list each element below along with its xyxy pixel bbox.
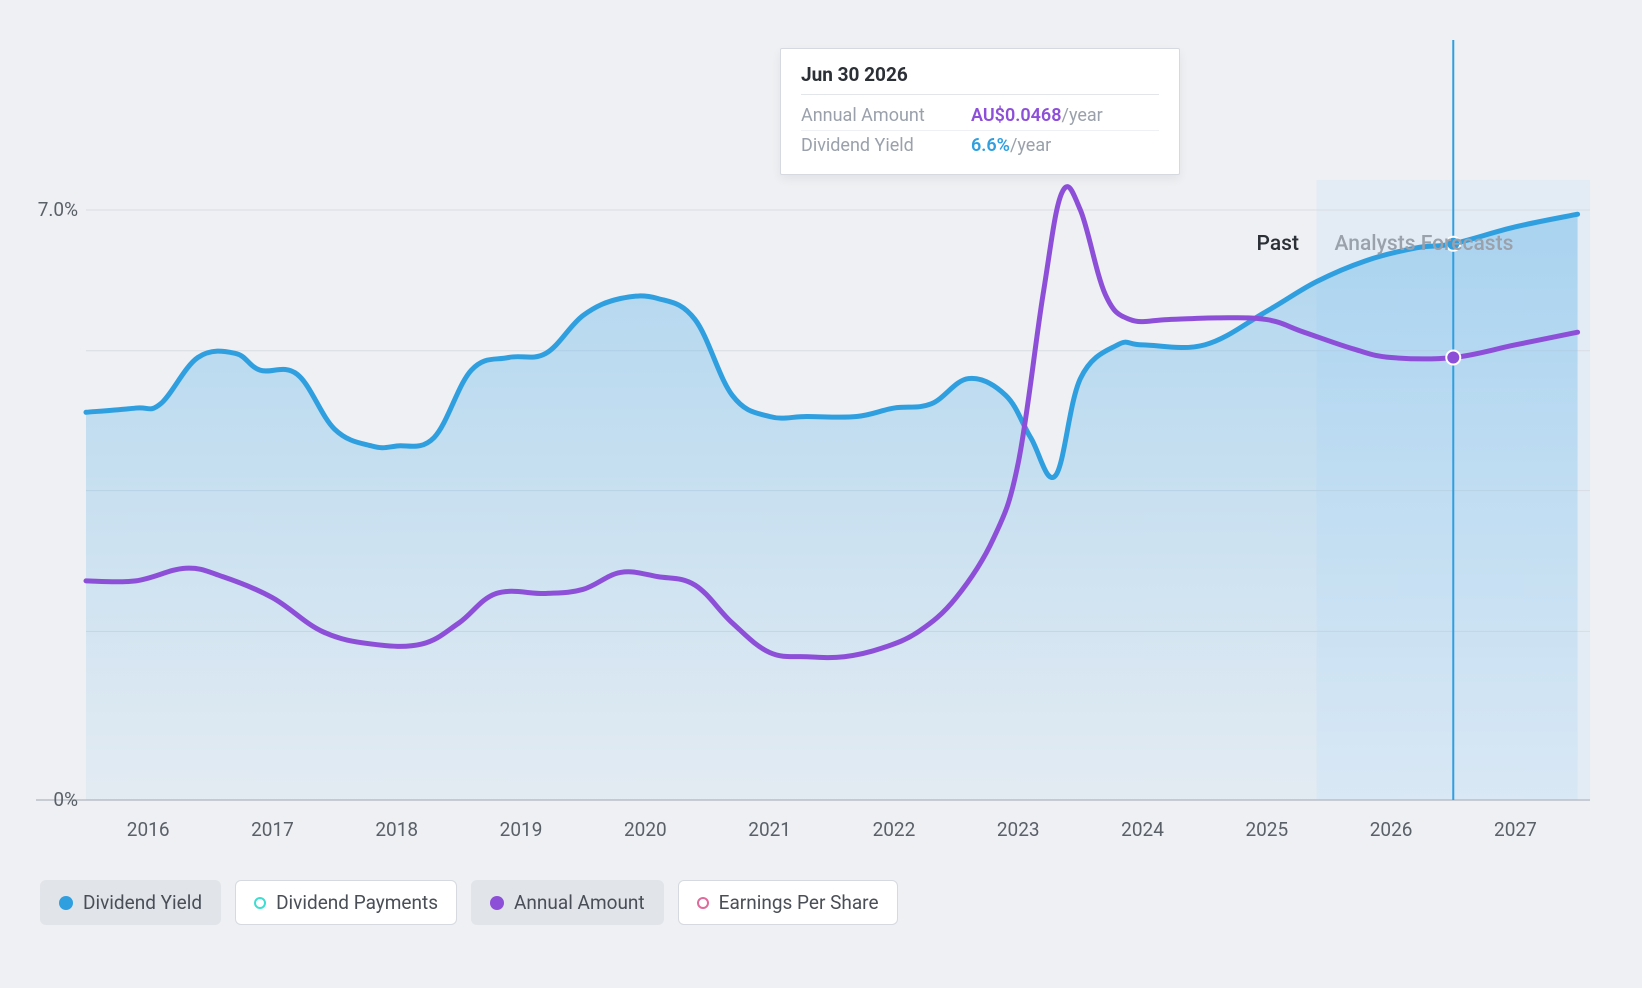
tooltip-date: Jun 30 2026 xyxy=(801,63,1159,95)
legend-item-label: Annual Amount xyxy=(514,891,645,914)
tooltip-row-value: AU$0.0468 xyxy=(971,105,1062,126)
x-axis-tick-label: 2018 xyxy=(367,818,427,841)
x-axis-tick-label: 2024 xyxy=(1113,818,1173,841)
legend-marker-icon xyxy=(490,896,504,910)
legend-item-label: Dividend Yield xyxy=(83,891,202,914)
x-axis-tick-label: 2017 xyxy=(242,818,302,841)
x-axis-tick-label: 2025 xyxy=(1237,818,1297,841)
x-axis-tick-label: 2020 xyxy=(615,818,675,841)
x-axis-tick-label: 2019 xyxy=(491,818,551,841)
legend-marker-icon xyxy=(254,897,266,909)
zone-label-past: Past xyxy=(1257,232,1299,256)
legend-item-label: Dividend Payments xyxy=(276,891,438,914)
legend-marker-icon xyxy=(697,897,709,909)
tooltip-rows: Annual AmountAU$0.0468/yearDividend Yiel… xyxy=(801,101,1159,160)
y-axis-tick-label: 7.0% xyxy=(8,198,78,221)
legend-item-dividend-yield[interactable]: Dividend Yield xyxy=(40,880,221,925)
x-axis-tick-label: 2016 xyxy=(118,818,178,841)
legend-item-annual-amount[interactable]: Annual Amount xyxy=(471,880,664,925)
tooltip-row-unit: /year xyxy=(1062,105,1103,126)
tooltip-row-label: Dividend Yield xyxy=(801,135,971,156)
x-axis-tick-label: 2022 xyxy=(864,818,924,841)
tooltip-row: Dividend Yield6.6%/year xyxy=(801,131,1159,160)
y-axis-tick-label: 0% xyxy=(8,788,78,811)
legend-item-label: Earnings Per Share xyxy=(719,891,879,914)
tooltip-row: Annual AmountAU$0.0468/year xyxy=(801,101,1159,131)
zone-label-forecast: Analysts Forecasts xyxy=(1335,232,1514,256)
legend-item-dividend-payments[interactable]: Dividend Payments xyxy=(235,880,457,925)
tooltip-row-value: 6.6% xyxy=(971,135,1010,156)
chart-tooltip: Jun 30 2026 Annual AmountAU$0.0468/yearD… xyxy=(780,48,1180,175)
legend-marker-icon xyxy=(59,896,73,910)
tooltip-row-unit: /year xyxy=(1010,135,1051,156)
chart-legend: Dividend Yield Dividend Payments Annual Am… xyxy=(40,880,898,925)
x-axis-tick-label: 2027 xyxy=(1485,818,1545,841)
x-axis-tick-label: 2026 xyxy=(1361,818,1421,841)
legend-item-earnings-per-share[interactable]: Earnings Per Share xyxy=(678,880,898,925)
tooltip-row-label: Annual Amount xyxy=(801,105,971,126)
x-axis-tick-label: 2023 xyxy=(988,818,1048,841)
x-axis-tick-label: 2021 xyxy=(740,818,800,841)
